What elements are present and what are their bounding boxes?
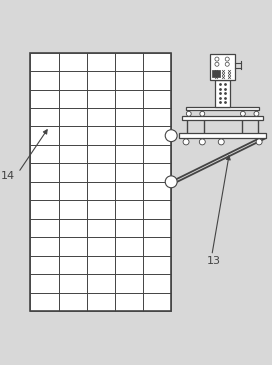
Circle shape	[218, 139, 224, 145]
Bar	[143, 237, 171, 255]
Bar	[115, 108, 143, 126]
Bar	[58, 182, 87, 200]
Bar	[87, 182, 115, 200]
Bar	[143, 89, 171, 108]
Bar	[143, 219, 171, 237]
Circle shape	[254, 111, 259, 116]
Bar	[143, 145, 171, 164]
Bar	[30, 108, 58, 126]
Bar	[30, 164, 58, 182]
Bar	[115, 89, 143, 108]
Bar	[143, 182, 171, 200]
Bar	[212, 70, 220, 77]
Bar	[30, 53, 58, 71]
Bar	[58, 89, 87, 108]
Bar	[58, 53, 87, 71]
Bar	[115, 219, 143, 237]
Bar	[87, 145, 115, 164]
Bar	[30, 219, 58, 237]
Bar	[186, 107, 259, 110]
Bar	[58, 200, 87, 219]
Circle shape	[165, 130, 177, 142]
Bar	[143, 126, 171, 145]
Bar	[87, 274, 115, 293]
Bar	[143, 200, 171, 219]
Bar	[87, 108, 115, 126]
Bar	[58, 237, 87, 255]
Bar	[87, 53, 115, 71]
Bar	[115, 182, 143, 200]
Bar	[115, 237, 143, 255]
Bar	[115, 164, 143, 182]
Bar	[30, 89, 58, 108]
Text: 14: 14	[1, 171, 15, 181]
Bar	[87, 293, 115, 311]
Bar	[30, 255, 58, 274]
Circle shape	[199, 139, 205, 145]
Bar	[30, 293, 58, 311]
Bar	[58, 219, 87, 237]
Bar	[87, 219, 115, 237]
Bar	[58, 274, 87, 293]
Bar	[30, 237, 58, 255]
Bar	[30, 126, 58, 145]
Bar	[115, 126, 143, 145]
Bar	[87, 164, 115, 182]
Bar	[143, 71, 171, 89]
Bar	[58, 255, 87, 274]
Bar	[87, 126, 115, 145]
Bar	[143, 164, 171, 182]
Bar	[58, 71, 87, 89]
Bar	[182, 116, 263, 120]
Bar	[58, 164, 87, 182]
Bar	[30, 182, 58, 200]
Bar	[115, 145, 143, 164]
Text: 13: 13	[206, 256, 220, 266]
Bar	[115, 53, 143, 71]
Bar	[58, 126, 87, 145]
Bar	[143, 108, 171, 126]
Circle shape	[256, 139, 262, 145]
Bar	[87, 89, 115, 108]
Bar	[143, 293, 171, 311]
Bar	[58, 293, 87, 311]
Circle shape	[165, 176, 177, 188]
Bar	[30, 53, 171, 311]
Bar	[87, 237, 115, 255]
Bar	[143, 53, 171, 71]
Circle shape	[186, 111, 191, 116]
Bar	[143, 274, 171, 293]
Bar	[179, 133, 266, 138]
Bar	[210, 54, 236, 80]
Bar	[115, 255, 143, 274]
Bar	[215, 80, 230, 107]
Bar	[115, 200, 143, 219]
Bar	[30, 274, 58, 293]
Bar	[30, 200, 58, 219]
Bar	[115, 274, 143, 293]
Circle shape	[183, 139, 189, 145]
Bar	[58, 108, 87, 126]
Circle shape	[200, 111, 205, 116]
Bar	[87, 71, 115, 89]
Bar	[58, 145, 87, 164]
Bar	[30, 145, 58, 164]
Bar	[115, 293, 143, 311]
Circle shape	[240, 111, 245, 116]
Bar	[115, 71, 143, 89]
Bar	[143, 255, 171, 274]
Bar	[30, 71, 58, 89]
Bar	[87, 255, 115, 274]
Bar	[87, 200, 115, 219]
